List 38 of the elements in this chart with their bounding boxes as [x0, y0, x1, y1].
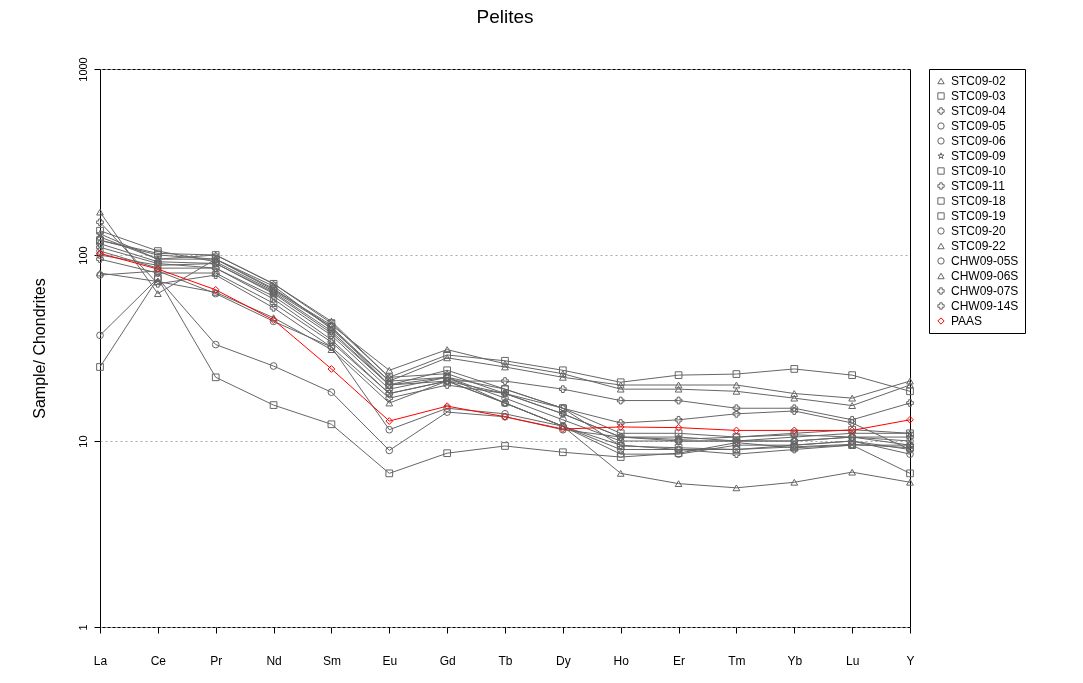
y-tick-label: 1	[76, 624, 89, 631]
x-tick-label: Gd	[439, 653, 456, 668]
legend-label: STC09-19	[951, 209, 1007, 223]
x-tick-label: Er	[673, 653, 686, 668]
legend-label: STC09-09	[951, 149, 1007, 163]
legend-label: STC09-11	[951, 179, 1006, 193]
legend-label: CHW09-14S	[951, 299, 1019, 313]
x-tick-label: Pr	[210, 653, 223, 668]
legend-label: STC09-04	[951, 104, 1007, 118]
legend-label: STC09-03	[951, 89, 1007, 103]
legend-label: STC09-22	[951, 239, 1007, 253]
x-tick-label: Sm	[322, 653, 341, 668]
x-tick-label: Dy	[556, 653, 571, 668]
legend-label: STC09-20	[951, 224, 1007, 238]
x-tick-label: Tm	[728, 653, 746, 668]
legend-label: STC09-02	[951, 74, 1007, 88]
x-tick-label: Nd	[266, 653, 282, 668]
legend-label: CHW09-06S	[951, 269, 1019, 283]
legend-label: STC09-06	[951, 134, 1007, 148]
legend-label: PAAS	[951, 314, 983, 328]
legend-label: STC09-18	[951, 194, 1007, 208]
x-tick-label: Lu	[845, 653, 860, 668]
y-tick-label: 100	[76, 246, 89, 265]
y-tick-label: 10	[76, 435, 89, 448]
x-tick-label: Ce	[150, 653, 167, 668]
legend-label: CHW09-07S	[951, 284, 1019, 298]
x-tick-label: Y	[906, 653, 915, 668]
chart-title: Pelites	[476, 5, 534, 27]
y-tick-label: 1000	[76, 57, 89, 82]
legend-label: STC09-10	[951, 164, 1007, 178]
legend-label: STC09-05	[951, 119, 1007, 133]
legend-label: CHW09-05S	[951, 254, 1019, 268]
x-tick-label: Tb	[498, 653, 513, 668]
x-tick-label: La	[93, 653, 108, 668]
x-tick-label: Eu	[382, 653, 398, 668]
x-tick-label: Yb	[787, 653, 803, 668]
y-axis-title: Sample/ Chondrites	[30, 278, 48, 419]
x-tick-label: Ho	[613, 653, 630, 668]
